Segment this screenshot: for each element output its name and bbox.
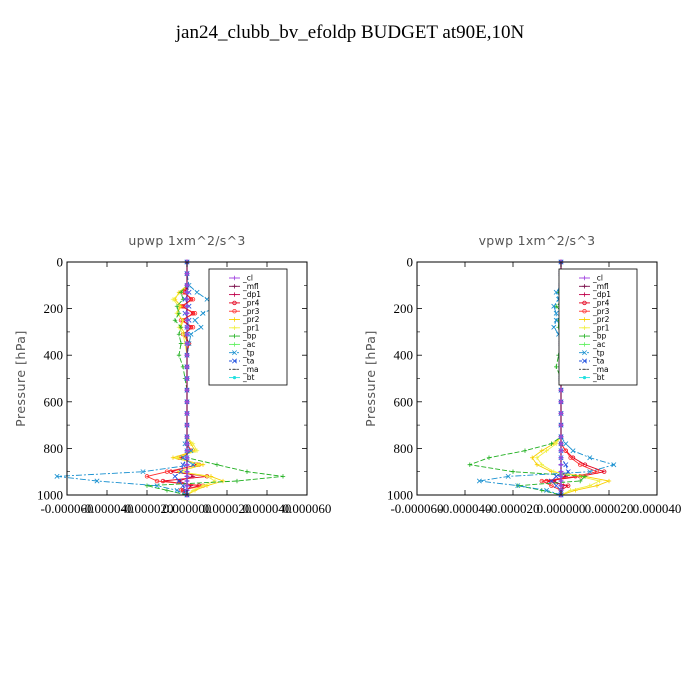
series-line [145, 262, 204, 496]
legend-item-bp: _bp [229, 332, 257, 341]
y-tick-label: 200 [394, 301, 414, 316]
legend-label: _pr1 [242, 323, 260, 332]
legend-item-pr1: _pr1 [229, 323, 260, 332]
series-line [468, 262, 587, 496]
y-tick-label: 600 [44, 394, 64, 409]
series-tp [54, 259, 220, 498]
legend-label: _ta [242, 357, 254, 366]
panel-title: vpwp 1xm^2/s^3 [479, 233, 596, 248]
series-pr3 [144, 259, 206, 498]
legend-item-cl: _cl [229, 274, 253, 283]
y-tick-label: 400 [394, 348, 414, 363]
x-tick-label: -0.000040 [438, 501, 491, 516]
legend-item-ma: _ma [579, 365, 609, 374]
legend-item-ac: _ac [579, 340, 605, 349]
y-tick-label: 800 [44, 441, 64, 456]
legend-box [208, 268, 288, 386]
legend-label: _ma [592, 365, 609, 374]
figure-title: jan24_clubb_bv_efoldp BUDGET at90E,10N [175, 22, 525, 43]
legend-item-ma: _ma [229, 365, 259, 374]
y-tick-label: 0 [407, 255, 414, 270]
legend-item-ta: _ta [229, 357, 254, 366]
y-tick-label: 200 [44, 301, 64, 316]
legend-item-dp1: _dp1 [229, 290, 261, 299]
x-tick-label: -0.000020 [486, 501, 539, 516]
legend-item-dp1: _dp1 [579, 290, 611, 299]
zero-line-markers [184, 259, 190, 498]
legend-item-ta: _ta [579, 357, 604, 366]
x-tick-label: 0.000040 [243, 501, 292, 516]
y-axis-label: Pressure [hPa] [13, 330, 28, 427]
legend-label: _pr2 [592, 315, 610, 324]
legend: _cl_mfl_dp1_pr4_pr3_pr2_pr1_bp_ac_tp_ta_… [558, 268, 638, 386]
legend-item-bp: _bp [579, 332, 607, 341]
series-line [56, 262, 218, 496]
vpwp-chart: vpwp 1xm^2/s^3 Pressure [hPa] 0 200 400 600 80… [363, 233, 682, 516]
legend-label: _tp [242, 348, 255, 357]
y-tick-label: 800 [394, 441, 414, 456]
legend-label: _bp [592, 332, 607, 341]
x-tick-label: 0.000020 [203, 501, 252, 516]
legend-item-bt: _bt [229, 373, 255, 382]
x-tick-label: -0.000040 [80, 501, 133, 516]
legend-label: _dp1 [242, 290, 261, 299]
legend-item-cl: _cl [579, 274, 603, 283]
legend-label: _bp [242, 332, 257, 341]
legend-label: _ac [242, 340, 255, 349]
x-tick-label: -0.000060 [390, 501, 443, 516]
legend-item-mfl: _mfl [229, 282, 259, 291]
legend-label: _cl [242, 274, 253, 283]
y-tick-label: 0 [57, 255, 64, 270]
y-tick-label: 1000 [387, 488, 413, 503]
legend-label: _bt [242, 373, 255, 382]
legend-label: _bt [592, 373, 605, 382]
legend-label: _pr3 [592, 307, 610, 316]
legend-item-tp: _tp [579, 348, 605, 357]
legend-item-ac: _ac [229, 340, 255, 349]
x-tick-label: -0.000020 [120, 501, 173, 516]
x-tick-label: 0.000000 [537, 501, 586, 516]
legend-label: _pr4 [592, 299, 610, 308]
x-tick-label: -0.000060 [40, 501, 93, 516]
legend-label: _ma [242, 365, 259, 374]
panel-title: upwp 1xm^2/s^3 [128, 233, 245, 248]
legend-item-pr3: _pr3 [229, 307, 260, 316]
legend-item-bt: _bt [579, 373, 605, 382]
upwp-chart: upwp 1xm^2/s^3 Pressure [hPa] 0 200 400 600 80… [13, 233, 332, 516]
legend-item-mfl: _mfl [579, 282, 609, 291]
legend-item-pr1: _pr1 [579, 323, 610, 332]
legend-label: _mfl [242, 282, 259, 291]
legend-label: _pr1 [592, 323, 610, 332]
legend-item-pr3: _pr3 [579, 307, 610, 316]
legend-label: _mfl [592, 282, 609, 291]
x-tick-label: 0.000000 [163, 501, 212, 516]
y-tick-label: 1000 [37, 488, 63, 503]
legend-label: _pr3 [242, 307, 260, 316]
y-tick-label: 600 [394, 394, 414, 409]
legend-label: _dp1 [592, 290, 611, 299]
legend-item-pr4: _pr4 [579, 299, 610, 308]
y-axis-label: Pressure [hPa] [363, 330, 378, 427]
legend: _cl_mfl_dp1_pr4_pr3_pr2_pr1_bp_ac_tp_ta_… [208, 268, 288, 386]
x-tick-label: 0.000040 [633, 501, 682, 516]
x-tick-label: 0.000020 [585, 501, 634, 516]
legend-item-pr4: _pr4 [229, 299, 260, 308]
legend-label: _pr2 [242, 315, 260, 324]
legend-label: _ac [592, 340, 605, 349]
legend-label: _tp [592, 348, 605, 357]
legend-box [558, 268, 638, 386]
series-line [146, 262, 284, 496]
y-tick-label: 400 [44, 348, 64, 363]
legend-label: _pr4 [242, 299, 260, 308]
legend-label: _ta [592, 357, 604, 366]
legend-item-pr2: _pr2 [579, 315, 610, 324]
legend-item-pr2: _pr2 [229, 315, 260, 324]
x-tick-label: 0.000060 [283, 501, 332, 516]
legend-label: _cl [592, 274, 603, 283]
legend-item-tp: _tp [229, 348, 255, 357]
